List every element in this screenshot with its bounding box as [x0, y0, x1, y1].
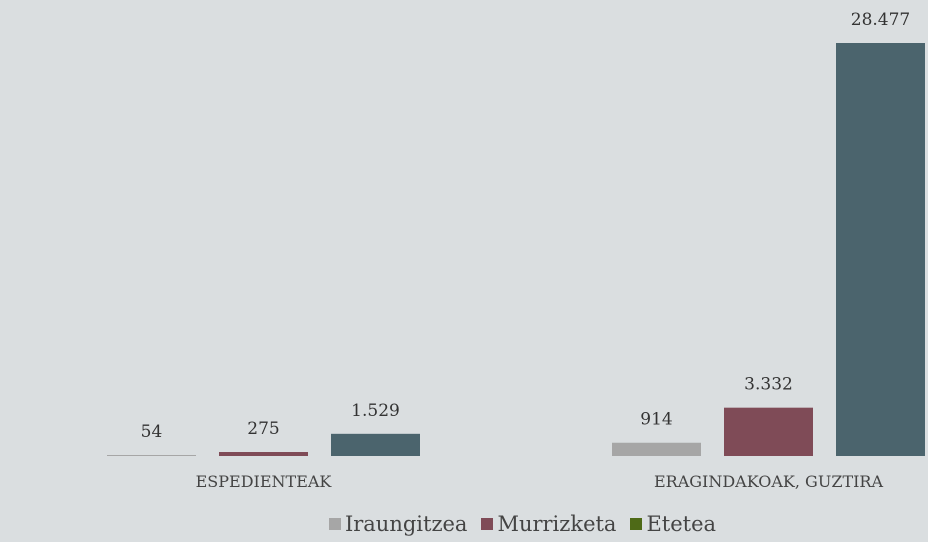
legend-label-murrizketa: Murrizketa [497, 512, 617, 536]
x-axis-category-label: ERAGINDAKOAK, GUZTIRA [654, 472, 884, 491]
x-axis-category-label: ESPEDIENTEAK [196, 472, 333, 491]
legend-item-iraungitzea[interactable]: Iraungitzea [328, 512, 468, 536]
data-label: 28.477 [851, 10, 910, 30]
bar-iraungitzea-1[interactable] [612, 442, 701, 456]
data-label: 54 [141, 422, 163, 442]
data-label: 1.529 [351, 401, 400, 421]
legend-label-etetea: Etetea [646, 512, 717, 536]
data-label: 275 [247, 419, 279, 439]
data-label: 3.332 [744, 375, 793, 395]
legend-swatch-murrizketa [481, 518, 494, 530]
bar-murrizketa-1[interactable] [724, 407, 813, 456]
bar-etetea-1[interactable] [836, 43, 925, 456]
bar-iraungitzea-0[interactable] [107, 455, 196, 456]
legend-item-murrizketa[interactable]: Murrizketa [481, 512, 616, 536]
bar-murrizketa-0[interactable] [219, 452, 308, 456]
data-label: 914 [640, 410, 672, 430]
legend-swatch-etetea [630, 518, 643, 530]
legend-item-etetea[interactable]: Etetea [630, 512, 716, 536]
legend: Iraungitzea Murrizketa Etetea [0, 512, 928, 536]
bar-etetea-0[interactable] [331, 433, 420, 456]
legend-label-iraungitzea: Iraungitzea [344, 512, 468, 536]
legend-swatch-iraungitzea [328, 518, 341, 530]
